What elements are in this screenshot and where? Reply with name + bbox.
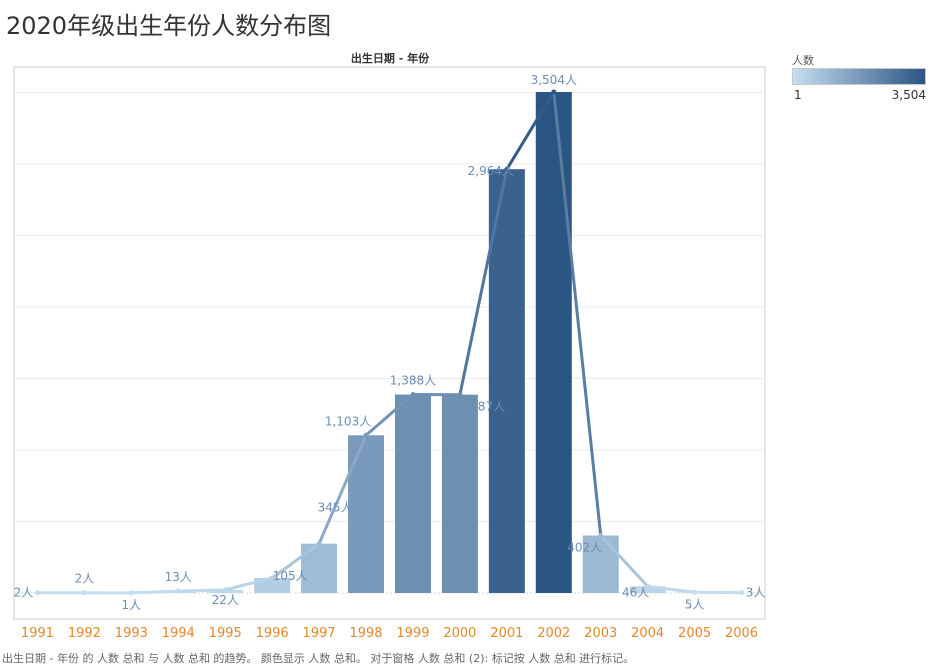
x-tick-label-2002: 2002	[537, 626, 570, 641]
data-label-1997: 345人	[318, 501, 353, 515]
trend-point-1995	[222, 587, 228, 593]
color-legend[interactable]: 人数 1 3,504	[792, 52, 926, 102]
trend-segment-1995	[223, 576, 274, 592]
trend-point-1998	[363, 432, 369, 438]
data-label-1999: 1,388人	[390, 374, 436, 388]
trend-point-2005	[692, 589, 698, 595]
trend-point-2002	[551, 89, 557, 95]
bar-2001	[488, 169, 525, 593]
trend-segment-1997	[317, 433, 368, 546]
trend-point-1997	[316, 541, 322, 547]
legend-color-ramp	[792, 68, 926, 85]
footer-note: 出生日期 - 年份 的 人数 总和 与 人数 总和 的趋势。 颜色显示 人数 总…	[2, 652, 635, 665]
trend-segment-2003	[599, 534, 650, 588]
page-title: 2020年级出生年份人数分布图	[6, 12, 332, 40]
x-tick-label-2003: 2003	[584, 626, 617, 641]
data-label-1995: 22人	[212, 593, 239, 607]
data-label-1996: 105人	[273, 569, 308, 583]
legend-title: 人数	[792, 54, 814, 67]
trend-segment-2004	[646, 584, 697, 594]
data-label-2000: 1,387人	[459, 400, 505, 414]
x-tick-label-2005: 2005	[678, 626, 711, 641]
trend-segment-1996	[270, 542, 321, 580]
legend-min-label: 1	[794, 88, 802, 102]
data-label-1998: 1,103人	[325, 414, 371, 428]
data-label-2001: 2,964人	[468, 164, 514, 178]
trend-segment-2002	[552, 90, 603, 538]
trend-point-1993	[128, 590, 134, 596]
bar-1999	[394, 394, 431, 593]
bar-1998	[348, 435, 385, 593]
bar-2004	[629, 586, 666, 593]
x-tick-label-1993: 1993	[115, 626, 148, 641]
x-tick-label-1998: 1998	[349, 626, 382, 641]
trend-point-1999	[410, 392, 416, 398]
data-label-1994: 13人	[165, 570, 192, 584]
trend-segment-1998	[364, 393, 415, 437]
x-tick-label-1995: 1995	[209, 626, 242, 641]
trend-segment-1993	[129, 589, 180, 595]
trend-point-1994	[175, 588, 181, 594]
x-tick-label-2004: 2004	[631, 626, 664, 641]
trend-segment-1994	[176, 588, 227, 593]
trend-point-2004	[645, 583, 651, 589]
trend-segment-2000	[458, 167, 509, 397]
bar-2002	[535, 92, 572, 593]
data-label-2006: 3人	[746, 586, 766, 600]
data-label-1991: 2人	[14, 586, 34, 600]
trend-point-2006	[739, 590, 745, 596]
bar-2003	[582, 535, 619, 593]
chart-header: 出生日期 - 年份	[350, 52, 430, 65]
trend-point-1991	[34, 590, 40, 596]
trend-point-1996	[269, 575, 275, 581]
trend-segment-2001	[505, 90, 556, 171]
x-tick-label-1996: 1996	[256, 626, 289, 641]
data-label-2005: 5人	[685, 597, 705, 611]
x-tick-label-2006: 2006	[725, 626, 758, 641]
data-label-1993: 1人	[122, 598, 142, 612]
x-tick-label-2000: 2000	[443, 626, 476, 641]
trend-point-2003	[598, 533, 604, 539]
x-tick-label-1999: 1999	[396, 626, 429, 641]
data-label-2004: 46人	[622, 585, 649, 599]
trend-point-1992	[81, 590, 87, 596]
bar-2000	[441, 394, 478, 593]
data-label-1992: 2人	[75, 572, 95, 586]
trend-point-2001	[504, 166, 510, 172]
plot-frame	[13, 66, 766, 620]
data-label-2002: 3,504人	[531, 73, 577, 87]
data-label-2003: 402人	[567, 541, 602, 555]
trend-point-2000	[457, 392, 463, 398]
legend-max-label: 3,504	[891, 88, 926, 102]
x-tick-label-1992: 1992	[68, 626, 101, 641]
x-tick-label-1994: 1994	[162, 626, 195, 641]
x-tick-label-2001: 2001	[490, 626, 523, 641]
x-tick-label-1991: 1991	[21, 626, 54, 641]
x-tick-label-1997: 1997	[303, 626, 336, 641]
